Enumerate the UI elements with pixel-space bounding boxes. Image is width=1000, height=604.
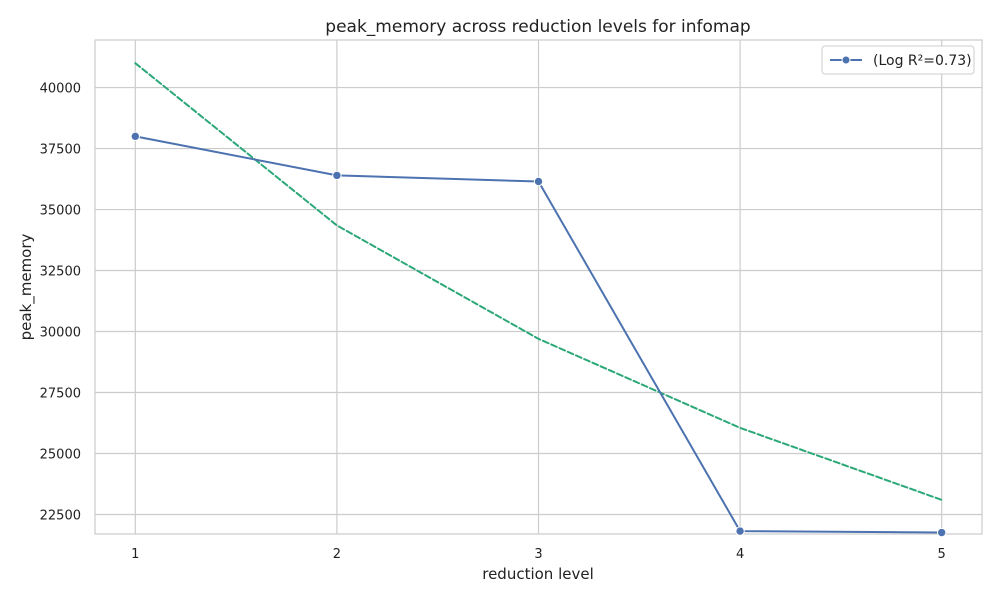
x-tick-label: 5: [938, 547, 946, 562]
data-point: [130, 131, 141, 142]
plot-frame: [94, 39, 983, 535]
legend-marker: [841, 55, 851, 65]
y-tick-label: 40000: [40, 82, 81, 97]
legend-box: [821, 45, 975, 75]
legend: (Log R²=0.73): [821, 45, 975, 75]
series-layer: [130, 62, 947, 538]
x-tick-label: 2: [333, 547, 341, 562]
data-point: [735, 526, 745, 536]
y-tick-label: 35000: [40, 204, 81, 219]
x-tick-label: 3: [534, 547, 542, 562]
data-point: [936, 527, 947, 538]
legend-label: (Log R²=0.73): [873, 53, 972, 69]
y-axis-label: peak_memory: [17, 233, 36, 340]
y-tick-label: 22500: [40, 508, 81, 523]
y-tick-label: 37500: [40, 143, 81, 158]
data-point: [533, 176, 544, 187]
x-tick-label: 4: [736, 547, 744, 562]
y-tick-label: 27500: [40, 387, 81, 402]
data-point: [332, 170, 342, 181]
x-axis-label: reduction level: [482, 565, 594, 583]
y-tick-label: 30000: [40, 326, 81, 341]
trend-line: [134, 62, 943, 501]
chart-title: peak_memory across reduction levels for …: [325, 17, 750, 37]
x-tick-label: 1: [131, 547, 139, 562]
y-tick-label: 25000: [40, 447, 81, 462]
tick-labels: 1 2 3 4 5 22500 25000 27500 30000 32500 35000 37500…: [40, 82, 946, 562]
y-tick-label: 32500: [40, 265, 81, 280]
